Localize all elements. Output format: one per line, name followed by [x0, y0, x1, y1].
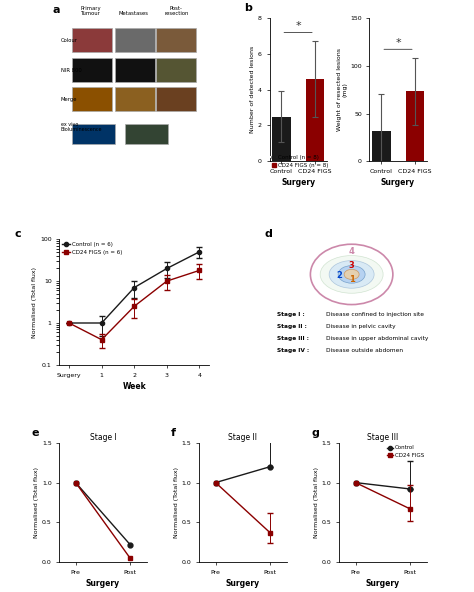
Text: ex vivo
Bioluminescence: ex vivo Bioluminescence	[61, 121, 102, 133]
FancyBboxPatch shape	[156, 58, 196, 82]
Ellipse shape	[320, 256, 383, 293]
Text: a: a	[52, 5, 60, 15]
Text: Metastases: Metastases	[118, 11, 148, 17]
Title: Stage III: Stage III	[367, 433, 399, 442]
X-axis label: Surgery: Surgery	[366, 579, 400, 588]
Text: c: c	[14, 229, 21, 239]
Ellipse shape	[344, 269, 359, 279]
Title: Stage II: Stage II	[228, 433, 257, 442]
Text: Disease in pelvic cavity: Disease in pelvic cavity	[326, 324, 396, 329]
Y-axis label: Normalised (Total flux): Normalised (Total flux)	[314, 467, 319, 538]
Y-axis label: Normalised (Total flux): Normalised (Total flux)	[32, 266, 37, 337]
Text: 4: 4	[349, 247, 355, 256]
Text: 2: 2	[337, 271, 343, 280]
Text: d: d	[264, 229, 273, 239]
FancyBboxPatch shape	[72, 58, 112, 82]
Text: g: g	[311, 429, 319, 438]
Text: b: b	[244, 4, 252, 14]
Text: Stage IV :: Stage IV :	[277, 348, 309, 353]
Legend: Control (n = 8), CD24 FIGS (n = 8): Control (n = 8), CD24 FIGS (n = 8)	[269, 153, 331, 170]
Legend: Control (n = 6), CD24 FIGS (n = 6): Control (n = 6), CD24 FIGS (n = 6)	[62, 242, 122, 255]
FancyBboxPatch shape	[72, 124, 115, 144]
Text: Disease in upper abdominal cavity: Disease in upper abdominal cavity	[326, 336, 428, 341]
FancyBboxPatch shape	[115, 28, 155, 52]
Ellipse shape	[329, 260, 374, 288]
Text: Post-
resection: Post- resection	[164, 5, 189, 17]
X-axis label: Surgery: Surgery	[226, 579, 260, 588]
Text: Stage I :: Stage I :	[277, 312, 304, 317]
FancyBboxPatch shape	[72, 86, 112, 111]
FancyBboxPatch shape	[115, 86, 155, 111]
Text: Disease outside abdomen: Disease outside abdomen	[326, 348, 403, 353]
Y-axis label: Normalised (Total flux): Normalised (Total flux)	[34, 467, 39, 538]
Text: Stage III :: Stage III :	[277, 336, 309, 341]
FancyBboxPatch shape	[72, 28, 112, 52]
Text: 3: 3	[349, 261, 355, 270]
Bar	[306, 79, 324, 162]
Bar	[272, 117, 291, 162]
Text: Stage II :: Stage II :	[277, 324, 307, 329]
Bar	[406, 92, 424, 162]
X-axis label: Surgery: Surgery	[381, 178, 415, 187]
FancyBboxPatch shape	[125, 124, 168, 144]
FancyBboxPatch shape	[115, 58, 155, 82]
Text: Colour: Colour	[61, 38, 78, 43]
Bar	[372, 131, 391, 162]
Y-axis label: Normalised (Total flux): Normalised (Total flux)	[174, 467, 179, 538]
Y-axis label: Weight of resected lesions
(mg): Weight of resected lesions (mg)	[337, 48, 347, 131]
Text: NIR 800: NIR 800	[61, 69, 82, 73]
Y-axis label: Number of detected lesions: Number of detected lesions	[250, 46, 255, 133]
Text: e: e	[31, 429, 39, 438]
Text: *: *	[395, 38, 401, 48]
X-axis label: Week: Week	[122, 382, 146, 391]
Text: 1: 1	[349, 275, 355, 284]
Text: *: *	[295, 21, 301, 31]
Text: Disease confined to injection site: Disease confined to injection site	[326, 312, 424, 317]
FancyBboxPatch shape	[156, 86, 196, 111]
Text: f: f	[171, 429, 176, 438]
Legend: Control, CD24 FIGS: Control, CD24 FIGS	[387, 445, 424, 458]
Ellipse shape	[338, 266, 365, 283]
Text: Merge: Merge	[61, 97, 77, 102]
FancyBboxPatch shape	[156, 28, 196, 52]
X-axis label: Surgery: Surgery	[281, 178, 315, 187]
X-axis label: Surgery: Surgery	[86, 579, 120, 588]
Title: Stage I: Stage I	[90, 433, 116, 442]
Text: Primary
Tumour: Primary Tumour	[81, 5, 101, 17]
